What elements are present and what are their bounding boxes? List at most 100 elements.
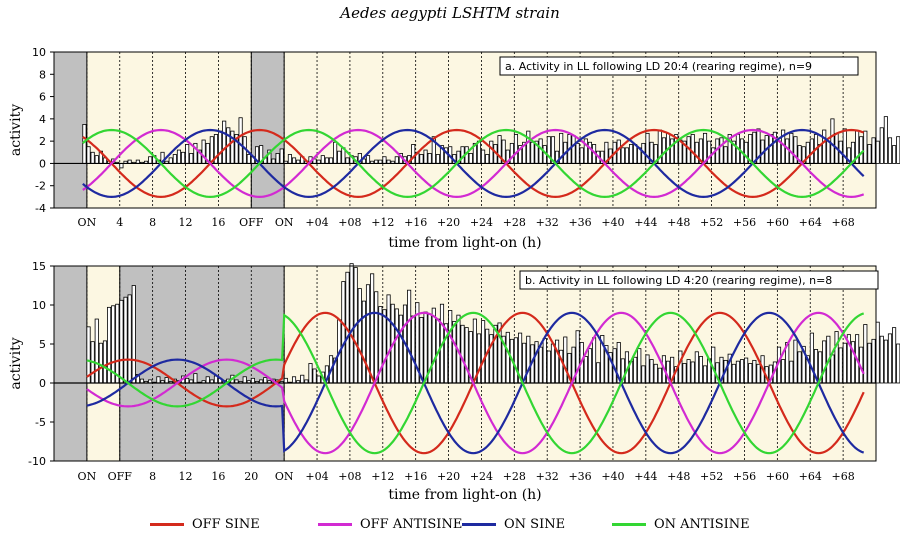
bar-b: [744, 357, 749, 384]
x-tick-label-b: +56: [733, 470, 756, 483]
x-tick-label-a: +24: [470, 216, 493, 229]
bar-b: [592, 337, 597, 384]
bar-a: [883, 116, 888, 164]
x-tick-label-a: +04: [305, 216, 328, 229]
bar-b: [633, 356, 638, 384]
bar-b: [863, 324, 868, 384]
bar-a: [616, 139, 621, 164]
bar-b: [448, 310, 453, 384]
plot-frame-a: [53, 51, 877, 209]
bar-b: [526, 335, 531, 384]
bar-a: [365, 155, 371, 164]
legend-label-off-sine: OFF SINE: [192, 516, 260, 532]
y-axis-label-a: activity: [8, 104, 24, 156]
x-tick-label-b: +20: [437, 470, 460, 483]
bar-b: [341, 281, 346, 384]
bar-a: [633, 144, 638, 164]
bar-a: [694, 141, 699, 164]
bar-b: [382, 309, 387, 384]
bar-b: [596, 362, 601, 384]
bar-a: [279, 148, 284, 164]
bar-a: [485, 154, 490, 164]
annotation-text-b: b. Activity in LL following LD 4:20 (rea…: [525, 274, 832, 287]
x-tick-label-a: +40: [601, 216, 624, 229]
series-line-off-sine-b: [86, 311, 865, 455]
bar-b: [460, 324, 465, 384]
bar-a: [189, 152, 194, 164]
plot-frame-b: [53, 265, 877, 462]
legend-swatch-on-sine: [462, 522, 496, 526]
bar-a: [90, 151, 95, 164]
bar-b: [896, 343, 900, 384]
bar-b: [563, 336, 568, 384]
x-tick-label-b: +48: [667, 470, 690, 483]
x-tick-label-a: +36: [568, 216, 591, 229]
bar-a: [871, 137, 876, 164]
x-tick-label-a: +20: [437, 216, 460, 229]
y-tick-label-a: 8: [39, 68, 46, 81]
x-tick-label-b: +32: [536, 470, 559, 483]
bar-b: [781, 359, 786, 384]
bar-b: [694, 351, 699, 384]
bar-b: [752, 359, 757, 384]
bar-b: [686, 359, 691, 384]
bar-a: [513, 134, 519, 164]
bar-b: [250, 377, 255, 384]
x-tick-label-a: +32: [536, 216, 559, 229]
x-tick-label-b: +52: [700, 470, 723, 483]
bar-a: [690, 134, 695, 164]
bar-b: [386, 294, 391, 384]
bar-a: [744, 141, 749, 164]
x-tick-label-a: +16: [404, 216, 427, 229]
bar-a: [887, 137, 893, 164]
series-line-off-antisine-b: [86, 311, 865, 455]
bar-b: [357, 288, 362, 384]
bar-a: [892, 145, 897, 164]
x-tick-label-b: +28: [503, 470, 526, 483]
x-tick-label-b: +60: [766, 470, 789, 483]
bar-b: [546, 350, 551, 384]
x-tick-label-a: +48: [667, 216, 690, 229]
bar-b: [193, 373, 198, 384]
chart-title: Aedes aegypti LSHTM strain: [340, 4, 560, 22]
bar-a: [246, 154, 251, 164]
bar-b: [361, 300, 366, 384]
bar-b: [127, 294, 132, 384]
x-tick-label-b: +36: [568, 470, 591, 483]
x-tick-label-b: 8: [149, 470, 156, 483]
bar-b: [242, 376, 247, 384]
bar-b: [542, 338, 547, 384]
bar-a: [419, 154, 424, 164]
bar-b: [263, 377, 268, 384]
bar-b: [637, 348, 642, 384]
bar-b: [464, 327, 469, 384]
x-tick-label-a: 12: [179, 216, 193, 229]
bar-b: [102, 340, 108, 384]
y-tick-label-a: 0: [39, 157, 46, 170]
x-tick-label-b: ON: [275, 470, 294, 483]
bar-a: [579, 147, 584, 164]
legend-item-on-sine: ON SINE: [462, 512, 565, 536]
bar-a: [185, 144, 190, 164]
bar-b: [283, 377, 288, 384]
bar-a: [867, 144, 872, 164]
bar-a: [345, 157, 350, 164]
legend-item-off-antisine: OFF ANTISINE: [318, 512, 462, 536]
bar-a: [82, 124, 87, 164]
bar-b: [407, 289, 412, 384]
x-tick-label-a: ON: [78, 216, 97, 229]
bar-b: [534, 341, 539, 384]
y-tick-label-b: -5: [35, 416, 46, 429]
bar-b: [472, 318, 477, 384]
bar-b: [156, 376, 161, 384]
x-tick-label-a: +44: [634, 216, 657, 229]
bar-b: [538, 346, 543, 384]
bar-b: [641, 365, 646, 384]
x-tick-label-a: +64: [799, 216, 822, 229]
series-line-on-antisine-b: [86, 311, 865, 455]
bar-b: [883, 339, 888, 384]
legend-label-off-antisine: OFF ANTISINE: [360, 516, 463, 532]
x-tick-label-a: 4: [116, 216, 123, 229]
bar-a: [489, 140, 494, 164]
series-line-off-sine-a: [82, 128, 865, 199]
